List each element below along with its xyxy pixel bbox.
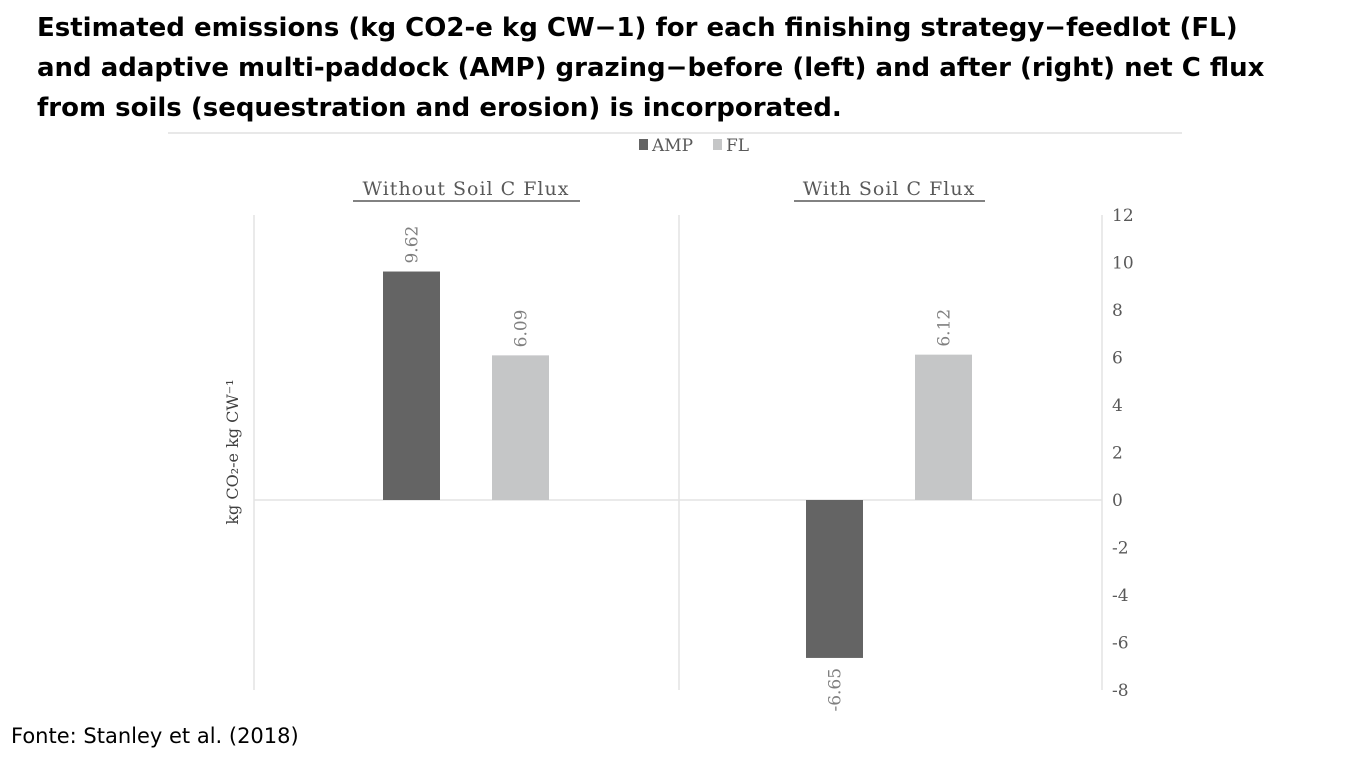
legend-swatch-fl <box>713 139 722 150</box>
y-tick-label: -2 <box>1112 539 1129 559</box>
y-tick-label: -8 <box>1112 681 1129 701</box>
y-tick-label: -6 <box>1112 634 1129 654</box>
y-tick-label: 12 <box>1112 206 1134 226</box>
data-label-fl-panel-1: 6.09 <box>512 310 532 348</box>
y-axis-label: kg CO₂-e kg CW⁻¹ <box>223 379 242 524</box>
bar-fl-panel-1 <box>492 355 549 500</box>
y-tick-label: 0 <box>1112 491 1123 511</box>
data-label-amp-panel-1: 9.62 <box>403 226 423 264</box>
bar-amp-panel-2 <box>806 500 863 658</box>
bar-fl-panel-2 <box>915 354 972 500</box>
bar-group <box>383 271 972 658</box>
chart-legend: AMP FL <box>639 136 749 156</box>
y-tick-label: 2 <box>1112 444 1123 464</box>
y-tick-label: 8 <box>1112 301 1123 321</box>
y-tick-label: -4 <box>1112 586 1129 606</box>
title-divider <box>168 132 1182 134</box>
data-label-amp-panel-2: -6.65 <box>826 668 846 712</box>
slide-title: Estimated emissions (kg CO2-e kg CW−1) f… <box>37 13 1265 123</box>
y-tick-label: 4 <box>1112 396 1123 416</box>
source-note: Fonte: Stanley et al. (2018) <box>11 724 299 748</box>
data-label-fl-panel-2: 6.12 <box>935 309 955 347</box>
legend-label-fl: FL <box>726 136 749 156</box>
panel-title-with-soil-flux: With Soil C Flux <box>803 178 976 200</box>
y-tick-labels: 12 10 8 6 4 2 0 -2 -4 -6 -8 <box>1112 206 1134 701</box>
legend-label-amp: AMP <box>651 136 693 156</box>
legend-swatch-amp <box>639 139 648 150</box>
y-tick-label: 6 <box>1112 349 1123 369</box>
bar-amp-panel-1 <box>383 271 440 500</box>
panel-title-without-soil-flux: Without Soil C Flux <box>363 178 570 200</box>
data-label-group: 9.62 -6.65 6.09 6.12 <box>403 226 955 712</box>
y-tick-label: 10 <box>1112 254 1134 274</box>
